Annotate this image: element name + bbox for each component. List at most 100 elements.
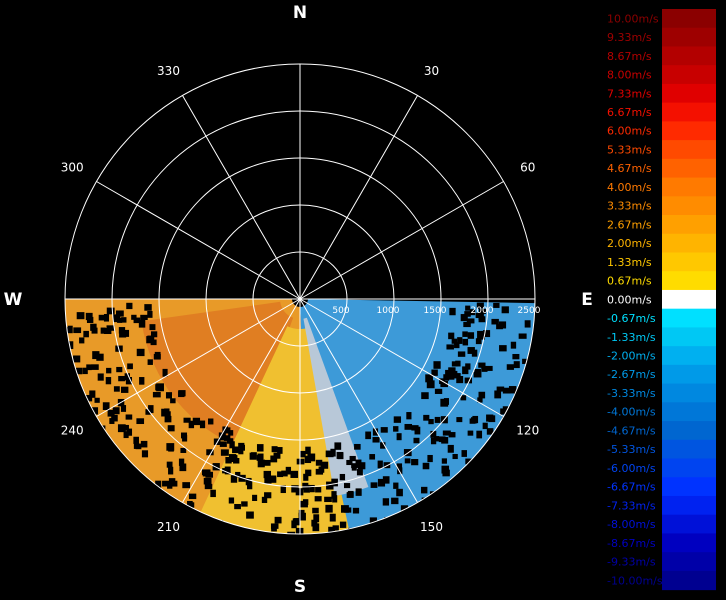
no-data-cell: [429, 491, 437, 498]
no-data-cell: [456, 376, 464, 384]
colorbar-swatch: [662, 121, 716, 141]
no-data-cell: [264, 475, 272, 484]
no-data-cell: [478, 308, 486, 314]
no-data-cell: [502, 387, 511, 394]
no-data-cell: [332, 525, 339, 531]
no-data-cell: [339, 473, 346, 481]
no-data-cell: [478, 362, 486, 368]
no-data-cell: [331, 478, 338, 487]
no-data-cell: [178, 390, 186, 397]
no-data-cell: [152, 391, 161, 398]
no-data-cell: [82, 367, 88, 375]
no-data-cell: [468, 463, 475, 471]
no-data-cell: [447, 374, 455, 380]
no-data-cell: [121, 424, 129, 431]
no-data-cell: [113, 314, 121, 323]
no-data-cell: [348, 527, 354, 534]
no-data-cell: [380, 427, 388, 433]
no-data-cell: [404, 423, 413, 430]
colorbar-label: 4.00m/s: [607, 181, 652, 194]
no-data-cell: [421, 392, 429, 400]
no-data-cell: [201, 469, 209, 476]
no-data-cell: [90, 425, 99, 432]
no-data-cell: [274, 516, 282, 524]
no-data-cell: [88, 416, 96, 424]
colorbar-label: 4.67m/s: [607, 162, 652, 175]
no-data-cell: [298, 509, 305, 517]
no-data-cell: [305, 446, 311, 455]
no-data-cell: [309, 484, 315, 493]
colorbar-swatch: [662, 514, 716, 534]
no-data-cell: [225, 456, 232, 464]
no-data-cell: [456, 474, 463, 480]
no-data-cell: [270, 455, 278, 463]
colorbar-label: 9.33m/s: [607, 31, 652, 44]
no-data-cell: [382, 498, 390, 506]
colorbar-label: 5.33m/s: [607, 143, 652, 156]
no-data-cell: [113, 386, 120, 392]
colorbar-swatch: [662, 65, 716, 85]
no-data-cell: [90, 407, 99, 415]
no-data-cell: [449, 307, 456, 316]
no-data-cell: [384, 517, 392, 525]
compass-label: E: [581, 290, 593, 310]
no-data-cell: [180, 447, 187, 453]
no-data-cell: [138, 319, 146, 328]
azimuth-label: 300: [61, 161, 84, 175]
no-data-cell: [256, 444, 264, 452]
no-data-cell: [518, 333, 527, 339]
compass-labels: N E S W: [4, 3, 593, 597]
no-data-cell: [356, 469, 363, 476]
no-data-cell: [456, 417, 463, 423]
no-data-cell: [451, 361, 458, 367]
no-data-cell: [397, 514, 404, 522]
no-data-cell: [121, 386, 129, 393]
no-data-cell: [91, 364, 99, 370]
azimuth-spoke: [96, 181, 301, 300]
no-data-cell: [326, 532, 334, 538]
azimuth-label: 120: [516, 424, 539, 438]
no-data-cell: [86, 316, 94, 323]
no-data-cell: [496, 386, 505, 392]
no-data-cell: [277, 471, 284, 478]
colorbar-swatch: [662, 215, 716, 235]
colorbar-label: -0.67m/s: [607, 312, 656, 325]
no-data-cell: [125, 377, 133, 385]
no-data-cell: [314, 496, 322, 502]
no-data-cell: [205, 471, 214, 478]
no-data-cell: [241, 501, 248, 507]
no-data-cell: [443, 374, 450, 381]
no-data-cell: [188, 493, 197, 500]
no-data-cell: [271, 524, 277, 532]
no-data-cell: [313, 538, 322, 544]
no-data-cell: [377, 478, 386, 487]
no-data-cell: [499, 345, 507, 352]
no-data-cell: [85, 312, 93, 321]
no-data-cell: [433, 436, 440, 442]
no-data-cell: [318, 466, 325, 473]
no-data-cell: [462, 366, 469, 375]
colorbar-label: 6.00m/s: [607, 125, 652, 138]
no-data-cell: [448, 367, 456, 376]
no-data-cell: [106, 367, 112, 374]
no-data-cell: [460, 395, 467, 401]
no-data-cell: [208, 418, 214, 425]
no-data-cell: [111, 414, 118, 422]
no-data-cell: [73, 327, 82, 334]
colorbar-label: 3.33m/s: [607, 200, 652, 213]
no-data-cell: [74, 385, 81, 394]
no-data-cell: [124, 373, 130, 381]
colorbar-label: -3.33m/s: [607, 387, 656, 400]
no-data-cell: [145, 409, 151, 415]
colorbar-swatch: [662, 439, 716, 460]
no-data-cell: [147, 359, 153, 365]
no-data-cell: [218, 432, 226, 441]
no-data-cell: [125, 414, 133, 420]
colorbar-swatch: [662, 346, 716, 366]
no-data-cell: [263, 470, 272, 479]
no-data-cell: [144, 304, 152, 311]
no-data-cell: [223, 435, 231, 441]
colorbar-label: 0.67m/s: [607, 275, 652, 288]
no-data-cell: [331, 491, 337, 499]
colorbar-swatch: [662, 271, 716, 291]
